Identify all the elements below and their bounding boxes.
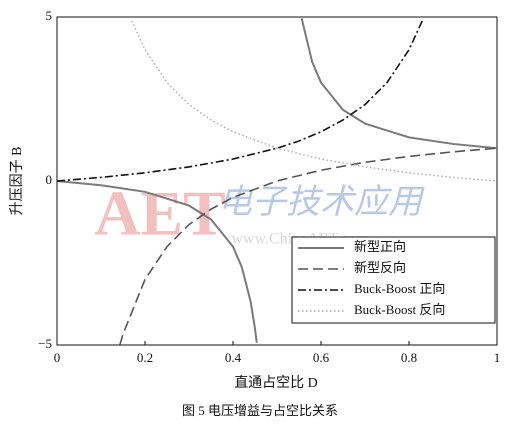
legend-box <box>291 236 496 324</box>
legend-label: Buck-Boost 正向 <box>354 281 445 296</box>
legend-label: 新型反向 <box>354 260 406 275</box>
y-axis-label: 升压因子 B <box>9 147 25 216</box>
x-tick-label: 1 <box>494 350 501 365</box>
watermark-logo: AET <box>94 178 226 249</box>
x-tick-label: 0.8 <box>401 350 417 365</box>
x-axis-label: 直通占空比 D <box>234 374 318 391</box>
y-tick-label: −5 <box>38 336 52 351</box>
series-line <box>131 20 498 182</box>
series-line <box>56 18 498 343</box>
caption: 图 5 电压增益与占空比关系 <box>182 403 338 418</box>
x-tick-label: 0.2 <box>137 350 153 365</box>
x-tick-label: 0.6 <box>313 350 330 365</box>
watermark-text: 电子技术应用 <box>218 184 425 221</box>
y-tick-label: 0 <box>46 172 53 187</box>
legend-label: 新型正向 <box>354 239 406 254</box>
x-tick-label: 0.4 <box>225 350 242 365</box>
series-line <box>56 20 423 182</box>
x-tick-label: 0 <box>54 350 61 365</box>
series-line <box>119 147 498 345</box>
y-tick-label: 5 <box>46 8 53 23</box>
legend-label: Buck-Boost 反向 <box>354 302 445 317</box>
